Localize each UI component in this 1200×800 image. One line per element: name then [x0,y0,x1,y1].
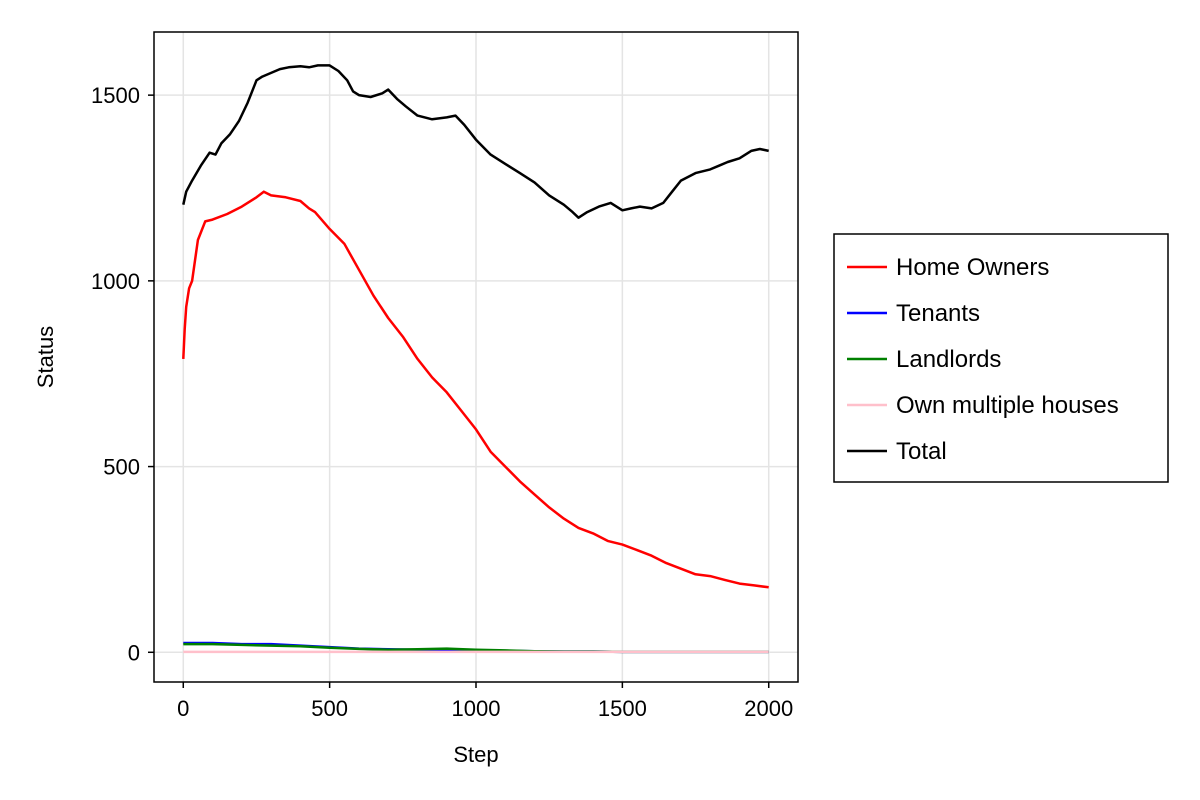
series-line-home-owners [182,190,769,589]
legend: Home Owners Tenants Landlords Own multiple … [833,233,1169,483]
y-tick-label: 1000 [91,269,140,294]
series-line-total [182,64,769,219]
y-axis-label: Status [33,326,58,388]
x-axis-label: Step [453,742,498,767]
legend-label: Total [896,438,947,465]
series-lines [182,64,769,654]
legend-label: Own multiple houses [896,392,1119,419]
y-tick-label: 0 [128,640,140,665]
legend-label: Home Owners [896,254,1049,281]
x-axis: 0 500 1000 1500 2000 [177,682,793,721]
y-tick-label: 1500 [91,83,140,108]
legend-frame [833,233,1169,483]
x-tick-label: 2000 [744,696,793,721]
legend-label: Tenants [896,300,980,327]
x-tick-label: 1500 [598,696,647,721]
y-tick-label: 500 [103,455,140,480]
x-tick-label: 0 [177,696,189,721]
y-axis: 0 500 1000 1500 [91,83,154,665]
x-tick-label: 500 [311,696,348,721]
legend-label: Landlords [896,346,1001,373]
x-tick-label: 1000 [452,696,501,721]
